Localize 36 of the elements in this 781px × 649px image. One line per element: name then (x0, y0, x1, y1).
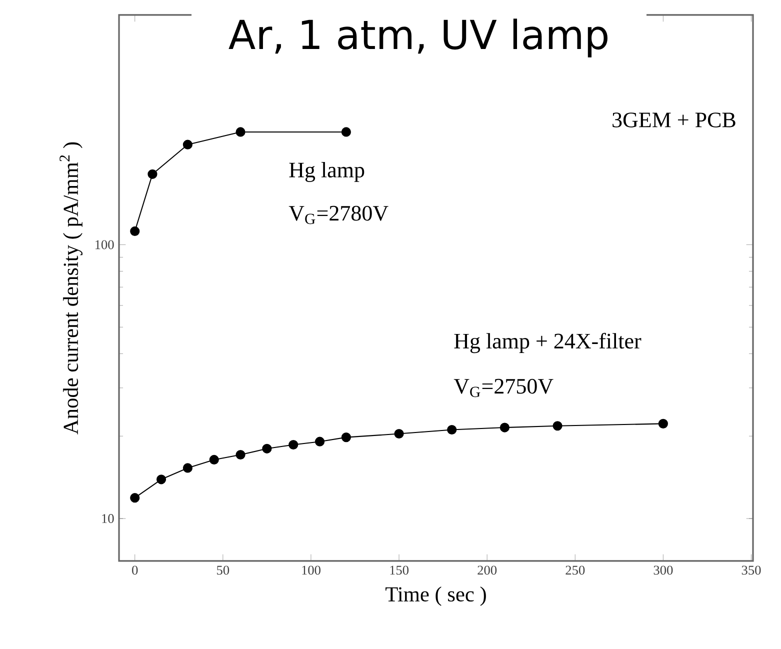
x-axis-title: Time ( sec ) (386, 586, 486, 606)
x-tick-label: 350 (742, 566, 761, 575)
annotation: Hg lamp + 24X-filter (454, 332, 642, 354)
annotation: 3GEM + PCB (612, 112, 736, 128)
annotation: Hg lamp (289, 162, 364, 182)
point (394, 428, 404, 439)
point (236, 450, 246, 460)
y-axis-title: Anode current density ( pA/mm$^{2}$ ) (60, 142, 82, 434)
point (314, 436, 325, 446)
point (341, 432, 351, 442)
y-tick-label: 10 (102, 514, 114, 524)
chart-title: Ar, 1 atm, UV lamp (228, 18, 608, 58)
x-tick-label: 250 (566, 566, 585, 575)
x-tick-label: 150 (390, 566, 409, 575)
point (658, 418, 668, 429)
point (288, 440, 298, 450)
x-tick-label: 0 (132, 566, 138, 575)
point (130, 226, 140, 236)
point (182, 463, 192, 473)
point (156, 474, 166, 484)
x-tick-label: 200 (478, 566, 497, 575)
point (182, 140, 192, 150)
point (209, 454, 219, 465)
point (236, 127, 246, 137)
point (552, 421, 562, 431)
point (148, 169, 158, 179)
point (447, 424, 457, 435)
x-tick-label: 300 (654, 566, 673, 575)
point (341, 127, 351, 137)
x-tick-label: 50 (217, 566, 230, 575)
annotation: V$_{G}$=2780V (288, 206, 388, 224)
annotation: V$_{G}$=2750V (454, 378, 554, 398)
point (500, 422, 510, 432)
point (130, 493, 140, 503)
point (262, 444, 272, 454)
x-tick-label: 100 (302, 566, 320, 575)
